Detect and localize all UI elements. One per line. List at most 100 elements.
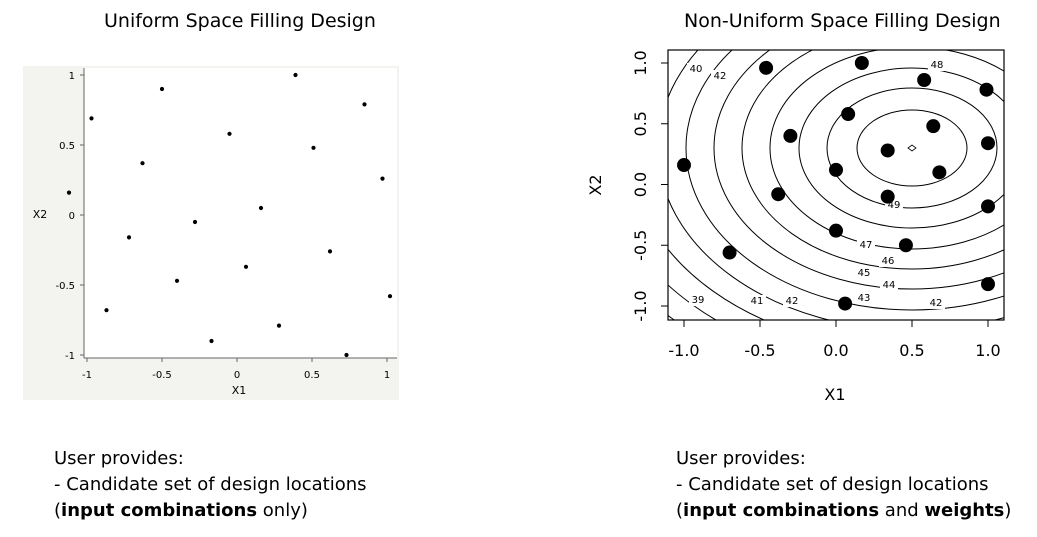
uniform-data-point (327, 249, 333, 254)
contour-label-bg (855, 292, 873, 304)
contour-label: 42 (786, 296, 799, 307)
nonuniform-data-point (783, 128, 798, 143)
contour-label-bg (927, 297, 945, 309)
uniform-x-tick-label: 0.5 (304, 370, 320, 381)
uniform-data-point (276, 323, 282, 328)
nonuniform-data-point (854, 56, 869, 70)
uniform-data-point (159, 86, 165, 92)
caption-bold-input-combinations: input combinations (61, 500, 258, 521)
contour-label: 41 (751, 296, 764, 307)
contour-line (856, 109, 968, 187)
uniform-data-point (293, 72, 298, 78)
nonuniform-x-tick-label: -1.0 (668, 341, 699, 360)
uniform-data-point (66, 190, 72, 195)
nonuniform-x-axis-label: X1 (824, 385, 845, 404)
uniform-y-tick-label: 0 (69, 211, 75, 222)
uniform-data-point (387, 294, 393, 299)
nonuniform-caption: User provides: - Candidate set of design… (676, 446, 1011, 524)
uniform-caption-line2: - Candidate set of design locations (54, 474, 367, 495)
nonuniform-data-point (981, 136, 995, 151)
contour-label: 39 (692, 295, 705, 306)
contour-line (685, 50, 1004, 311)
contour-label-bg (689, 294, 707, 306)
uniform-data-point (243, 264, 249, 269)
contour-label-bg (855, 267, 873, 279)
caption-and: and (879, 500, 925, 521)
nonuniform-y-tick-label: -1.0 (631, 290, 650, 321)
uniform-data-point (192, 219, 198, 225)
uniform-data-point (209, 338, 214, 344)
caption-rest: only) (257, 500, 308, 521)
uniform-data-point (126, 235, 132, 240)
uniform-data-point (311, 145, 316, 150)
nonuniform-chart: 39 40 41 42 42 42 43 44 45 46 47 48 49 X1 X2 -1.0 -0.… (586, 49, 1005, 404)
nonuniform-data-point (917, 73, 932, 88)
uniform-data-point (140, 161, 145, 166)
contour-group (668, 50, 1004, 320)
uniform-chart: X1 X2 -1 -0.5 0 0.5 1 -1 -0.5 0 0.5 1 (23, 66, 399, 400)
contour-peak-marker (907, 144, 917, 152)
uniform-data-point (258, 205, 264, 211)
uniform-plot-area (84, 68, 397, 358)
contour-label-bg (783, 295, 801, 307)
contour-line (798, 67, 1004, 229)
left-chart-title: Uniform Space Filling Design (104, 10, 376, 32)
contour-line (713, 50, 1004, 290)
nonuniform-caption-line1: User provides: (676, 448, 806, 469)
nonuniform-data-point (932, 165, 947, 180)
nonuniform-data-point (981, 199, 995, 214)
nonuniform-data-point (979, 82, 994, 97)
nonuniform-data-point (898, 238, 913, 253)
nonuniform-y-tick-label: 0.0 (631, 172, 650, 197)
contour-label: 46 (882, 256, 895, 267)
uniform-data-point (344, 352, 349, 358)
uniform-x-tick-label: 0 (234, 370, 240, 381)
nonuniform-data-point (981, 277, 995, 292)
uniform-x-tick-label: 1 (384, 370, 390, 381)
contour-label: 49 (888, 200, 901, 211)
uniform-x-tick-label: -0.5 (152, 370, 172, 381)
uniform-data-point (174, 278, 180, 283)
uniform-y-tick-label: 1 (69, 71, 75, 82)
contour-label-bg (711, 70, 729, 82)
uniform-data-point (104, 308, 109, 313)
uniform-y-tick-label: -1 (65, 351, 75, 362)
contour-line (826, 87, 998, 209)
nonuniform-y-tick-label: -0.5 (631, 230, 650, 261)
uniform-data-point (89, 116, 94, 121)
nonuniform-data-point (771, 187, 786, 202)
nonuniform-x-tick-label: -0.5 (744, 341, 775, 360)
contour-label-bg (879, 255, 897, 267)
right-chart-title: Non-Uniform Space Filling Design (684, 10, 1001, 32)
nonuniform-x-tick-label: 1.0 (975, 341, 1000, 360)
nonuniform-data-point (926, 119, 941, 134)
nonuniform-data-point (829, 162, 843, 177)
contour-line (769, 50, 1004, 250)
contour-label: 47 (860, 240, 873, 251)
contour-label-bg (928, 59, 946, 71)
contour-label: 40 (690, 64, 703, 75)
contour-label: 42 (930, 298, 943, 309)
caption-bold-weights: weights (924, 500, 1005, 521)
nonuniform-y-axis-label: X2 (586, 174, 605, 195)
nonuniform-data-point (880, 143, 895, 158)
contour-label: 44 (883, 280, 896, 291)
contour-label-bg (748, 295, 766, 307)
uniform-y-tick-label: 0.5 (59, 141, 75, 152)
contour-label-bg (880, 279, 898, 291)
nonuniform-data-point (722, 245, 737, 260)
uniform-x-tick-label: -1 (82, 370, 92, 381)
nonuniform-y-tick-label: 0.5 (631, 111, 650, 136)
caption-paren-open: ( (676, 500, 684, 521)
uniform-y-tick-label: -0.5 (55, 281, 75, 292)
uniform-data-point (380, 176, 385, 181)
nonuniform-data-point (838, 296, 853, 311)
contour-label: 45 (858, 268, 871, 279)
uniform-caption: User provides: - Candidate set of design… (54, 446, 367, 524)
contour-lines: 39 40 41 42 42 42 43 44 45 46 47 48 49 (668, 50, 1004, 320)
nonuniform-data-point (829, 223, 843, 238)
caption-bold-input-combinations: input combinations (683, 500, 880, 521)
contour-label: 43 (858, 293, 871, 304)
contour-label: 48 (931, 60, 944, 71)
uniform-caption-line1: User provides: (54, 448, 184, 469)
